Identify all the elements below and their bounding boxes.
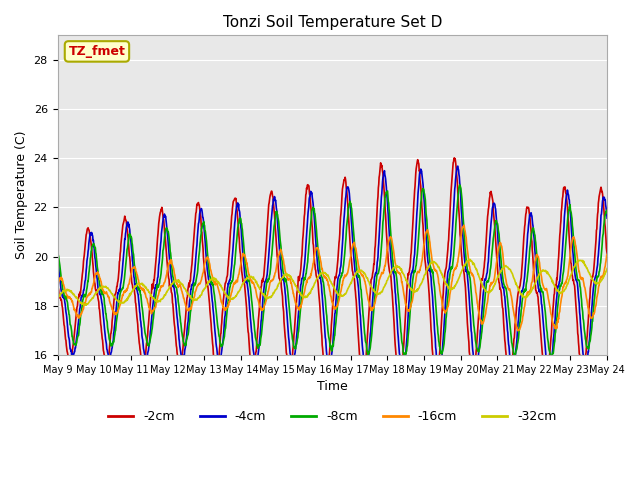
Y-axis label: Soil Temperature (C): Soil Temperature (C) — [15, 131, 28, 259]
Title: Tonzi Soil Temperature Set D: Tonzi Soil Temperature Set D — [223, 15, 442, 30]
X-axis label: Time: Time — [317, 380, 348, 393]
Legend: -2cm, -4cm, -8cm, -16cm, -32cm: -2cm, -4cm, -8cm, -16cm, -32cm — [103, 406, 561, 429]
Text: TZ_fmet: TZ_fmet — [68, 45, 125, 58]
